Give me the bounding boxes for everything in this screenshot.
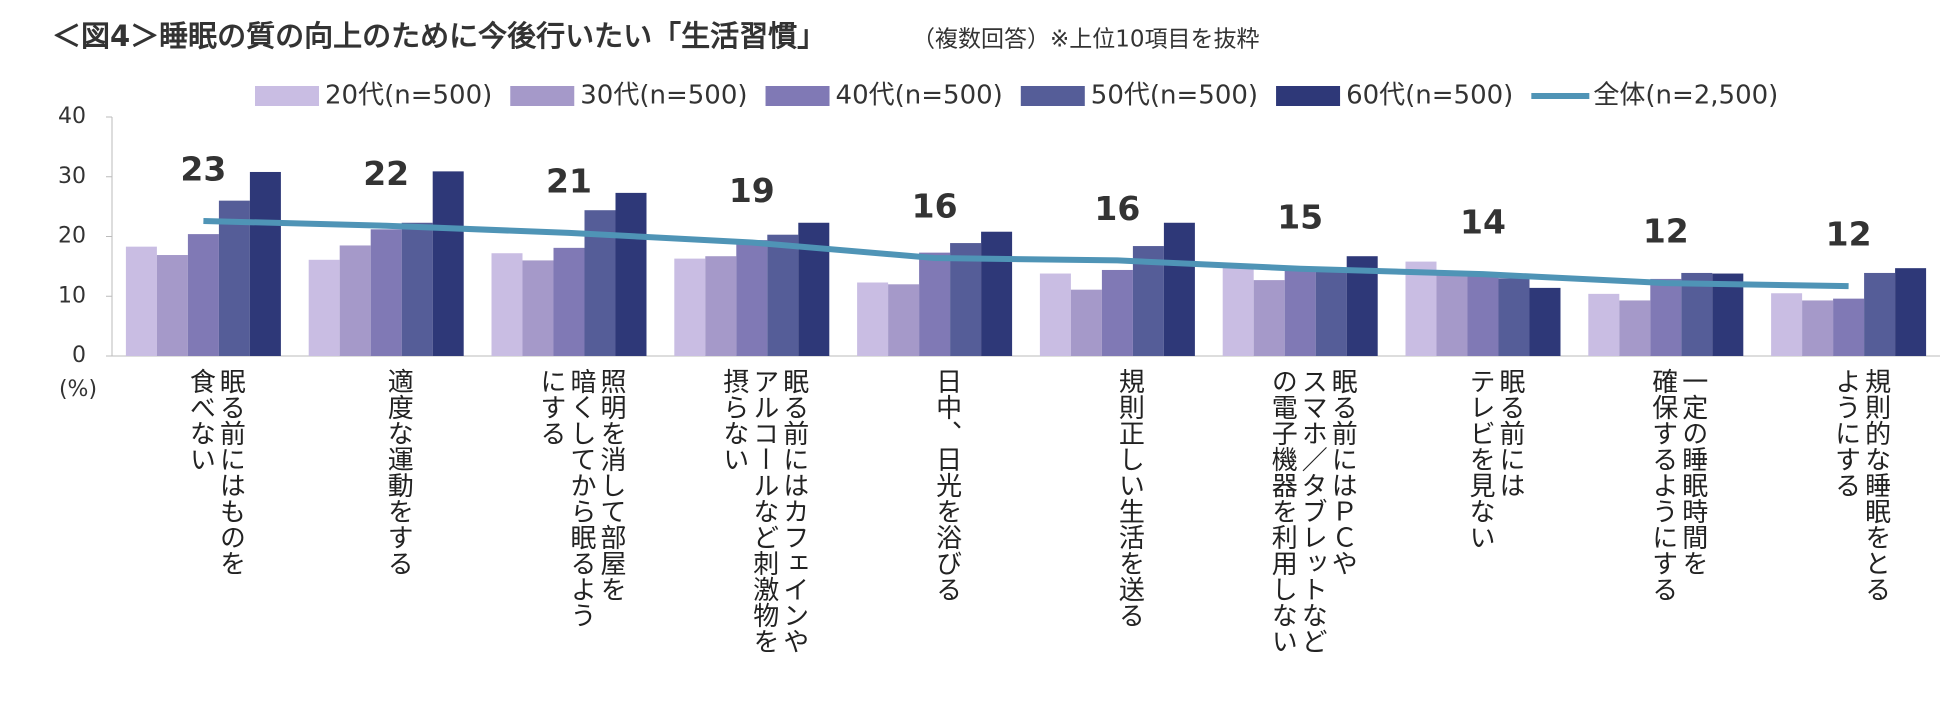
- y-axis-label: (%): [59, 377, 97, 402]
- bar: [1101, 269, 1133, 356]
- data-label: 22: [363, 154, 409, 193]
- legend-label: 30代(n=500): [580, 81, 747, 111]
- bar: [1070, 289, 1102, 356]
- legend-label: 50代(n=500): [1091, 81, 1258, 111]
- bar: [1864, 272, 1896, 356]
- x-tick-label: 規則的な睡眠をとる ようにする: [1830, 368, 1891, 602]
- x-tick-label: 一定の睡眠時間を 確保するようにする: [1647, 368, 1708, 602]
- bar: [615, 192, 647, 356]
- data-label: 16: [1094, 189, 1140, 228]
- y-tick-label: 0: [72, 343, 86, 368]
- data-label: 14: [1460, 203, 1506, 242]
- legend-swatch: [255, 86, 319, 106]
- bar: [156, 255, 188, 356]
- x-tick-label: 規則正しい生活を送る: [1114, 368, 1145, 628]
- bar: [1588, 293, 1620, 356]
- bar: [1284, 270, 1316, 356]
- x-tick-label: 眠る前にはものを 食べない: [185, 368, 246, 576]
- legend-label: 全体(n=2,500): [1593, 81, 1778, 111]
- bar: [798, 222, 830, 356]
- bar: [1405, 261, 1437, 356]
- bar: [1619, 300, 1651, 356]
- chart-title: ＜図4＞睡眠の質の向上のために今後行いたい「生活習慣」: [52, 19, 826, 53]
- x-tick-label: 適度な運動をする: [383, 368, 414, 576]
- legend-label: 20代(n=500): [325, 81, 492, 111]
- bar: [249, 171, 281, 356]
- bar: [736, 240, 768, 356]
- bar: [1771, 293, 1803, 356]
- bar: [1650, 278, 1682, 356]
- legend-label: 40代(n=500): [836, 81, 1003, 111]
- bar: [767, 234, 799, 356]
- bar: [125, 246, 157, 356]
- y-tick-label: 20: [58, 224, 86, 249]
- y-tick-label: 10: [58, 283, 86, 308]
- x-tick-label: 眠る前にはカフェインや アルコールなど刺激物を 摂らない: [718, 368, 809, 654]
- bar: [218, 200, 250, 356]
- data-label: 12: [1643, 212, 1689, 251]
- bar: [1436, 272, 1468, 356]
- bar: [1163, 222, 1195, 356]
- bar: [1895, 268, 1927, 356]
- bar: [1529, 287, 1561, 356]
- bar: [1253, 280, 1285, 356]
- legend-swatch: [1276, 86, 1341, 106]
- bar: [888, 284, 920, 356]
- data-label: 19: [729, 171, 775, 210]
- bar: [981, 231, 1013, 356]
- x-tick-label: 日中、日光を浴びる: [931, 368, 962, 602]
- legend-swatch: [510, 86, 575, 106]
- bar: [1315, 270, 1347, 356]
- bar: [919, 252, 951, 356]
- bar: [950, 243, 982, 356]
- bar: [857, 282, 889, 356]
- bar: [308, 259, 340, 356]
- bar: [1833, 298, 1865, 356]
- bar: [370, 229, 402, 356]
- bar: [401, 222, 433, 356]
- data-label: 16: [912, 187, 958, 226]
- bar: [674, 258, 706, 356]
- chart-subtitle: （複数回答）※上位10項目を抜粋: [912, 27, 1260, 53]
- data-label: 21: [546, 161, 592, 200]
- legend-swatch: [1020, 86, 1085, 106]
- data-label: 12: [1826, 215, 1872, 254]
- x-tick-label: 眠る前には テレビを見ない: [1465, 368, 1525, 550]
- x-tick-label: 照明を消して部屋を 暗くしてから眠るよう にする: [536, 368, 626, 628]
- y-tick-label: 40: [58, 104, 86, 129]
- legend-swatch: [765, 86, 830, 106]
- bar: [491, 253, 523, 356]
- bar: [522, 260, 554, 356]
- bar: [1498, 278, 1530, 356]
- bar: [187, 234, 219, 356]
- bar: [1039, 273, 1071, 356]
- bar: [432, 171, 464, 356]
- line-series: [203, 217, 1849, 290]
- y-tick-label: 30: [58, 164, 86, 189]
- bar: [339, 245, 371, 356]
- x-tick-label: 眠る前にはＰＣや スマホ／タブレットなど の電子機器を利用しない: [1267, 368, 1358, 654]
- bar: [1802, 300, 1834, 356]
- bar: [705, 256, 737, 356]
- data-label: 23: [180, 149, 226, 188]
- legend-label: 60代(n=500): [1346, 81, 1513, 111]
- bar: [1222, 267, 1254, 356]
- bar: [553, 247, 585, 356]
- bar: [1467, 274, 1499, 356]
- data-label: 15: [1277, 197, 1323, 236]
- bar: [1681, 272, 1713, 356]
